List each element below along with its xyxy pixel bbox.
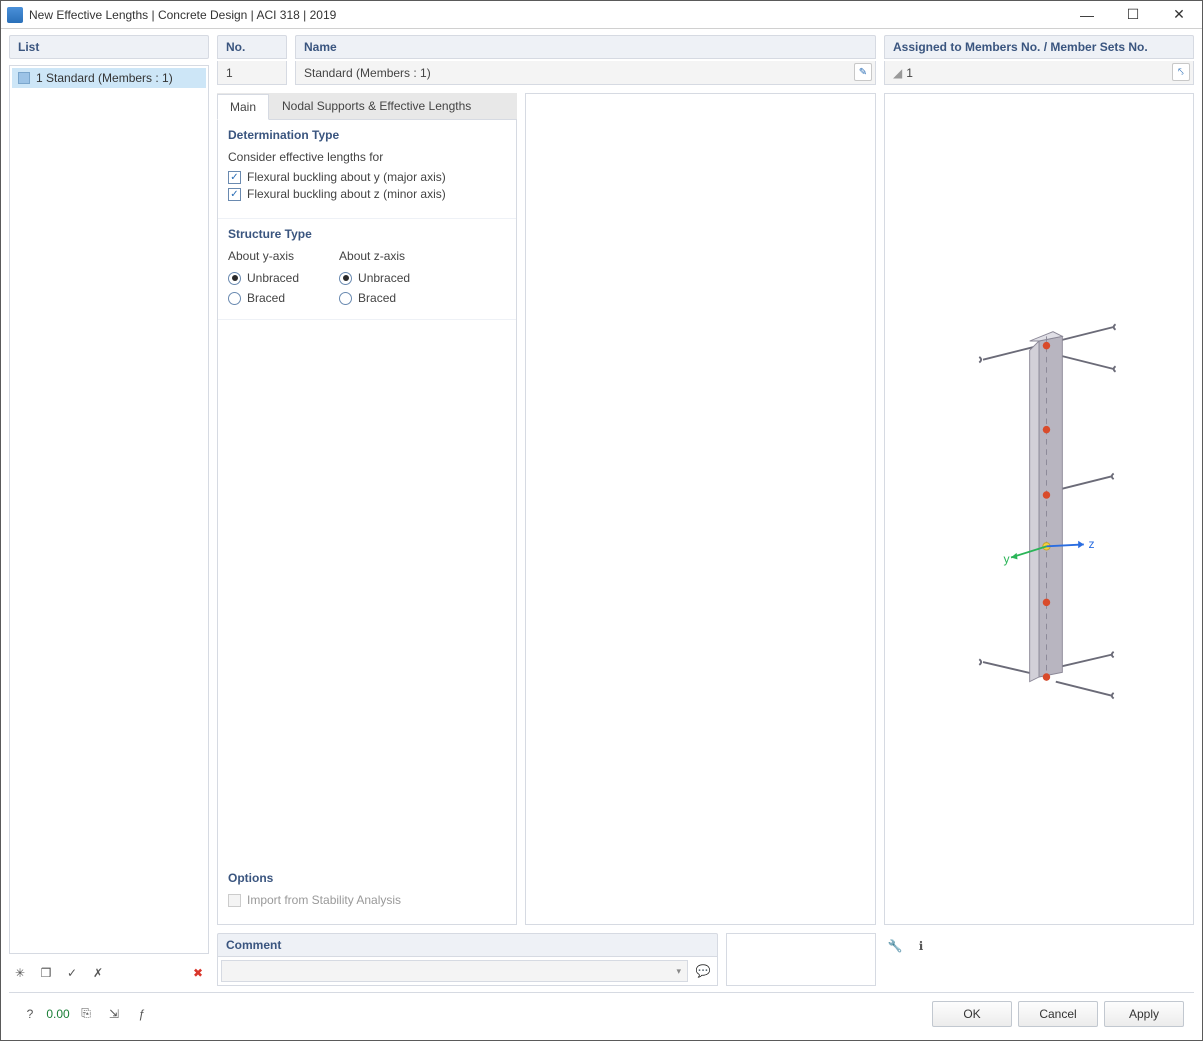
pick-members-icon[interactable]: ⤣ bbox=[1172, 63, 1190, 81]
uncheck-button[interactable]: ✗ bbox=[87, 962, 109, 984]
delete-button[interactable]: ✖ bbox=[187, 962, 209, 984]
window-title: New Effective Lengths | Concrete Design … bbox=[29, 8, 1064, 22]
comment-aux-panel bbox=[726, 933, 876, 986]
comment-input[interactable] bbox=[221, 960, 688, 982]
radio-y-unbraced[interactable]: Unbraced bbox=[228, 271, 299, 285]
list-toolbar: ✳ ❒ ✓ ✗ ✖ bbox=[9, 960, 209, 986]
assigned-prefix-icon: ◢ bbox=[893, 66, 902, 80]
code-button[interactable]: ⎘ bbox=[75, 1003, 97, 1025]
close-button[interactable]: ✕ bbox=[1156, 1, 1202, 29]
checkbox-icon: ✓ bbox=[228, 188, 241, 201]
radio-z-braced[interactable]: Braced bbox=[339, 291, 410, 305]
ok-button[interactable]: OK bbox=[932, 1001, 1012, 1027]
list-item-label: 1 Standard (Members : 1) bbox=[36, 71, 173, 85]
assigned-text: 1 bbox=[906, 66, 913, 80]
duplicate-button[interactable]: ❒ bbox=[35, 962, 57, 984]
tab-nodal[interactable]: Nodal Supports & Effective Lengths bbox=[269, 93, 484, 119]
name-text: Standard (Members : 1) bbox=[304, 66, 431, 80]
structure-title: Structure Type bbox=[228, 227, 506, 241]
column-svg: y z bbox=[899, 284, 1179, 734]
radio-z-unbraced[interactable]: Unbraced bbox=[339, 271, 410, 285]
no-value[interactable]: 1 bbox=[217, 61, 287, 85]
assigned-label: Assigned to Members No. / Member Sets No… bbox=[884, 35, 1194, 59]
chk-flex-y-label: Flexural buckling about y (major axis) bbox=[247, 170, 446, 184]
consider-label: Consider effective lengths for bbox=[228, 150, 506, 164]
radio-icon bbox=[228, 272, 241, 285]
preview-tool-2[interactable]: ℹ bbox=[910, 935, 932, 957]
list-item-icon bbox=[18, 72, 30, 84]
edit-name-icon[interactable]: ✎ bbox=[854, 63, 872, 81]
checkbox-icon bbox=[228, 894, 241, 907]
cancel-button[interactable]: Cancel bbox=[1018, 1001, 1098, 1027]
preview-tool-1[interactable]: 🔧 bbox=[884, 935, 906, 957]
app-icon bbox=[7, 7, 23, 23]
radio-y-braced[interactable]: Braced bbox=[228, 291, 299, 305]
chk-flex-y[interactable]: ✓ Flexural buckling about y (major axis) bbox=[228, 170, 506, 184]
radio-label: Unbraced bbox=[358, 271, 410, 285]
dialog-button-bar: ? 0.00 ⎘ ⇲ ƒ OK Cancel Apply bbox=[9, 992, 1194, 1034]
about-z-label: About z-axis bbox=[339, 249, 410, 263]
chk-flex-z-label: Flexural buckling about z (minor axis) bbox=[247, 187, 446, 201]
axis-y-label: y bbox=[1004, 552, 1011, 566]
apply-button[interactable]: Apply bbox=[1104, 1001, 1184, 1027]
list-item[interactable]: 1 Standard (Members : 1) bbox=[12, 68, 206, 88]
assigned-value[interactable]: ◢ 1 ⤣ bbox=[884, 61, 1194, 85]
list-header: List bbox=[9, 35, 209, 59]
chk-flex-z[interactable]: ✓ Flexural buckling about z (minor axis) bbox=[228, 187, 506, 201]
script-button[interactable]: ƒ bbox=[131, 1003, 153, 1025]
checkbox-icon: ✓ bbox=[228, 171, 241, 184]
determination-title: Determination Type bbox=[228, 128, 506, 142]
radio-icon bbox=[339, 272, 352, 285]
no-label: No. bbox=[217, 35, 287, 59]
list-body[interactable]: 1 Standard (Members : 1) bbox=[9, 65, 209, 954]
units-button[interactable]: 0.00 bbox=[47, 1003, 69, 1025]
options-title: Options bbox=[228, 871, 506, 885]
tab-strip: Main Nodal Supports & Effective Lengths bbox=[217, 93, 517, 119]
chk-import-stability[interactable]: Import from Stability Analysis bbox=[228, 893, 506, 907]
minimize-button[interactable]: — bbox=[1064, 1, 1110, 29]
radio-icon bbox=[339, 292, 352, 305]
titlebar: New Effective Lengths | Concrete Design … bbox=[1, 1, 1202, 29]
radio-icon bbox=[228, 292, 241, 305]
preview-3d[interactable]: y z bbox=[884, 93, 1194, 925]
help-button[interactable]: ? bbox=[19, 1003, 41, 1025]
new-item-button[interactable]: ✳ bbox=[9, 962, 31, 984]
name-value[interactable]: Standard (Members : 1) ✎ bbox=[295, 61, 876, 85]
details-panel bbox=[525, 93, 876, 925]
comment-library-button[interactable]: 💬 bbox=[692, 960, 714, 982]
export-button[interactable]: ⇲ bbox=[103, 1003, 125, 1025]
maximize-button[interactable]: ☐ bbox=[1110, 1, 1156, 29]
check-button[interactable]: ✓ bbox=[61, 962, 83, 984]
radio-label: Unbraced bbox=[247, 271, 299, 285]
chk-import-label: Import from Stability Analysis bbox=[247, 893, 401, 907]
axis-z-label: z bbox=[1088, 537, 1094, 551]
name-label: Name bbox=[295, 35, 876, 59]
radio-label: Braced bbox=[247, 291, 285, 305]
tab-main[interactable]: Main bbox=[217, 94, 269, 120]
about-y-label: About y-axis bbox=[228, 249, 299, 263]
radio-label: Braced bbox=[358, 291, 396, 305]
comment-label: Comment bbox=[217, 933, 718, 957]
